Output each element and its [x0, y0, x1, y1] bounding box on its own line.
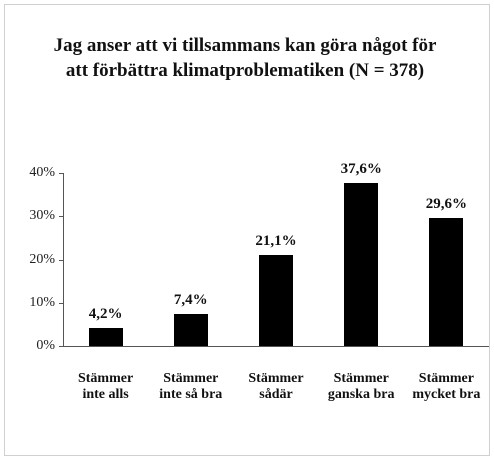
x-tick-label: Stämmer ganska bra	[327, 371, 395, 402]
y-tick-label: 40%	[29, 165, 55, 180]
value-label: 7,4%	[173, 291, 208, 308]
value-label: 29,6%	[425, 195, 468, 212]
y-tick-label: 10%	[29, 294, 55, 310]
y-tick	[59, 302, 63, 304]
y-tick	[59, 173, 63, 174]
y-tick	[59, 259, 63, 261]
x-axis	[63, 346, 489, 347]
chart: Jag anser att vi tillsammans kan göra nå…	[4, 4, 490, 456]
chart-title: Jag anser att vi tillsammans kan göra nå…	[53, 35, 437, 81]
value-label: 37,6%	[340, 161, 382, 178]
bar	[344, 183, 379, 346]
y-tick-label: 0%	[36, 338, 55, 353]
x-tick-label: Stämmer inte alls	[77, 371, 134, 402]
x-tick-label: Stämmer mycket bra	[412, 371, 481, 402]
x-tick-label: Stämmer inte så bra	[159, 371, 223, 402]
bar	[429, 217, 464, 346]
y-tick	[59, 216, 63, 218]
y-tick-label: 20%	[29, 251, 55, 267]
y-tick-label: 30%	[29, 208, 55, 224]
x-tick-label: Stämmer sådär	[248, 371, 304, 402]
value-label: 21,1%	[255, 232, 297, 249]
bar	[88, 327, 123, 346]
bar	[259, 254, 293, 346]
y-axis	[63, 173, 64, 346]
value-label: 4,2%	[88, 305, 123, 322]
y-tick	[59, 346, 63, 347]
bar	[173, 313, 208, 346]
